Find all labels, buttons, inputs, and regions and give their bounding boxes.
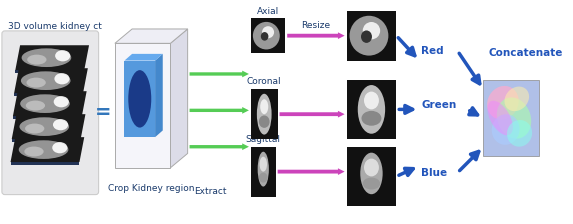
Text: Green: Green <box>421 100 457 110</box>
Ellipse shape <box>364 159 379 177</box>
Polygon shape <box>11 114 85 139</box>
Ellipse shape <box>360 153 383 194</box>
Ellipse shape <box>362 111 382 126</box>
FancyBboxPatch shape <box>484 80 539 156</box>
Ellipse shape <box>260 157 267 172</box>
Ellipse shape <box>25 124 44 134</box>
Ellipse shape <box>55 50 70 61</box>
Ellipse shape <box>358 85 385 134</box>
Text: Crop Kidney region: Crop Kidney region <box>108 184 194 193</box>
Ellipse shape <box>21 71 70 90</box>
Polygon shape <box>287 32 344 39</box>
Text: Concatenate: Concatenate <box>488 48 563 58</box>
Ellipse shape <box>497 97 531 139</box>
Ellipse shape <box>253 22 280 50</box>
Ellipse shape <box>361 30 372 43</box>
Polygon shape <box>170 29 187 168</box>
Text: Axial: Axial <box>257 6 279 16</box>
Ellipse shape <box>257 94 272 135</box>
Ellipse shape <box>350 16 388 56</box>
Ellipse shape <box>54 73 69 84</box>
Ellipse shape <box>488 101 513 135</box>
Ellipse shape <box>507 120 532 147</box>
Text: Extract: Extract <box>194 187 227 196</box>
Ellipse shape <box>259 115 269 128</box>
Polygon shape <box>190 143 249 150</box>
Text: Sagittal: Sagittal <box>246 135 281 144</box>
Ellipse shape <box>487 86 519 119</box>
Ellipse shape <box>27 55 46 65</box>
FancyBboxPatch shape <box>251 147 276 196</box>
Polygon shape <box>155 54 163 137</box>
FancyBboxPatch shape <box>2 31 99 195</box>
Text: Resize: Resize <box>301 21 331 30</box>
Ellipse shape <box>19 140 68 159</box>
Ellipse shape <box>22 48 71 67</box>
Ellipse shape <box>259 173 268 183</box>
Polygon shape <box>13 116 82 119</box>
Polygon shape <box>115 29 187 43</box>
Polygon shape <box>10 137 84 162</box>
FancyBboxPatch shape <box>347 80 397 139</box>
Polygon shape <box>190 71 249 77</box>
Ellipse shape <box>54 96 69 107</box>
Text: Blue: Blue <box>421 168 448 178</box>
FancyBboxPatch shape <box>347 11 397 60</box>
Polygon shape <box>280 111 344 118</box>
Ellipse shape <box>504 86 529 111</box>
Ellipse shape <box>364 92 379 109</box>
Text: =: = <box>95 103 112 122</box>
Ellipse shape <box>26 101 45 110</box>
FancyBboxPatch shape <box>251 18 285 53</box>
Ellipse shape <box>363 22 380 39</box>
Ellipse shape <box>19 117 69 136</box>
Polygon shape <box>10 162 80 165</box>
FancyBboxPatch shape <box>251 89 278 139</box>
Ellipse shape <box>262 26 274 38</box>
Ellipse shape <box>52 142 68 153</box>
Ellipse shape <box>363 178 380 190</box>
Polygon shape <box>278 168 344 175</box>
Polygon shape <box>14 93 83 96</box>
Polygon shape <box>11 139 81 142</box>
Polygon shape <box>190 107 249 114</box>
Ellipse shape <box>20 94 70 113</box>
FancyBboxPatch shape <box>124 60 155 137</box>
Ellipse shape <box>53 119 68 130</box>
Polygon shape <box>14 68 88 93</box>
Polygon shape <box>15 45 89 70</box>
Ellipse shape <box>258 152 269 187</box>
Ellipse shape <box>260 99 268 114</box>
Polygon shape <box>15 70 84 73</box>
Text: Red: Red <box>421 46 444 56</box>
Ellipse shape <box>26 78 46 88</box>
Polygon shape <box>13 91 87 116</box>
Ellipse shape <box>128 70 151 128</box>
Text: 3D volume kidney ct: 3D volume kidney ct <box>7 22 101 31</box>
Ellipse shape <box>24 146 44 157</box>
FancyBboxPatch shape <box>115 43 170 168</box>
FancyBboxPatch shape <box>347 147 397 206</box>
Polygon shape <box>124 54 163 60</box>
Text: Coronal: Coronal <box>247 78 281 86</box>
Ellipse shape <box>261 32 268 41</box>
Ellipse shape <box>492 114 520 145</box>
